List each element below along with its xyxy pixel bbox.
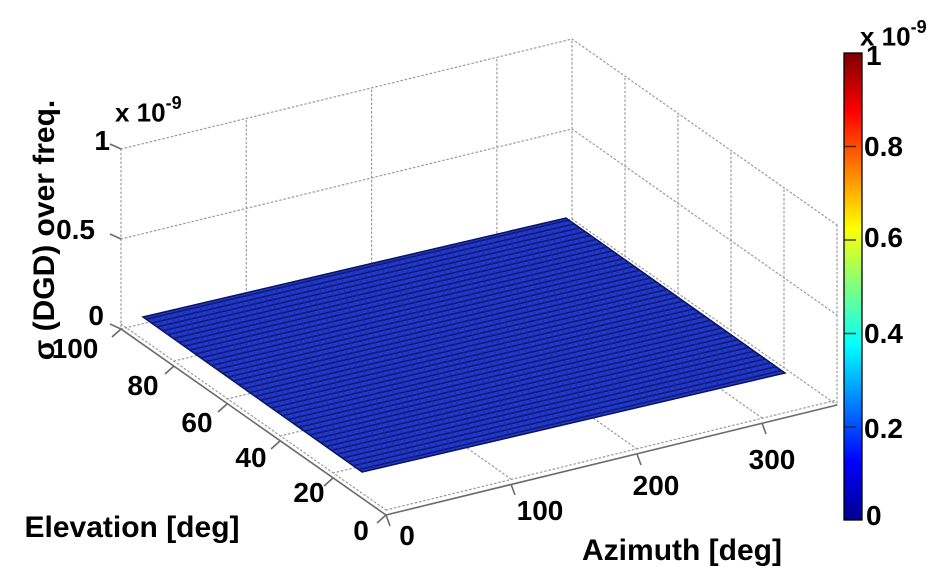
x-tick-label-200: 200 xyxy=(632,470,680,501)
colorbar-tick-label-0p6: 0.6 xyxy=(864,222,903,253)
x-axis-title: Azimuth [deg] xyxy=(582,534,782,567)
y-tick-label-40: 40 xyxy=(235,442,267,473)
x-tick-label-0: 0 xyxy=(399,520,415,551)
axis-lines xyxy=(109,143,838,527)
z-tick-label-0: 0 xyxy=(88,300,104,331)
colorbar-exponent: x 10-9 xyxy=(860,17,927,52)
z-axis-title: σ (DGD) over freq. xyxy=(28,99,61,361)
colorbar-tick-label-1: 1 xyxy=(866,40,882,71)
elevation-axis-line xyxy=(120,328,387,516)
colorbar-tick-label-0p2: 0.2 xyxy=(864,413,903,444)
colorbar-tick-marks xyxy=(844,145,856,428)
colorbar xyxy=(843,52,863,521)
colorbar-gradient xyxy=(843,52,863,521)
y-tick-label-0: 0 xyxy=(353,515,369,546)
colorbar-tick-label-0p4: 0.4 xyxy=(864,318,903,349)
z-axis-exponent: x 10-9 xyxy=(115,93,182,128)
y-tick-label-20: 20 xyxy=(293,477,325,508)
y-tick-label-60: 60 xyxy=(181,407,213,438)
y-tick-label-100: 100 xyxy=(51,333,99,364)
y-axis-title: Elevation [deg] xyxy=(24,511,240,544)
y-tick-label-80: 80 xyxy=(127,370,159,401)
z-tick-label-1: 1 xyxy=(94,125,110,156)
colorbar-tick-label-0p8: 0.8 xyxy=(864,131,903,162)
x-tick-label-300: 300 xyxy=(748,444,796,475)
colorbar-tick-label-0: 0 xyxy=(866,500,882,531)
z-tick-label-0p5: 0.5 xyxy=(56,214,95,245)
surface-mesh xyxy=(141,217,787,473)
x-tick-label-100: 100 xyxy=(516,495,564,526)
